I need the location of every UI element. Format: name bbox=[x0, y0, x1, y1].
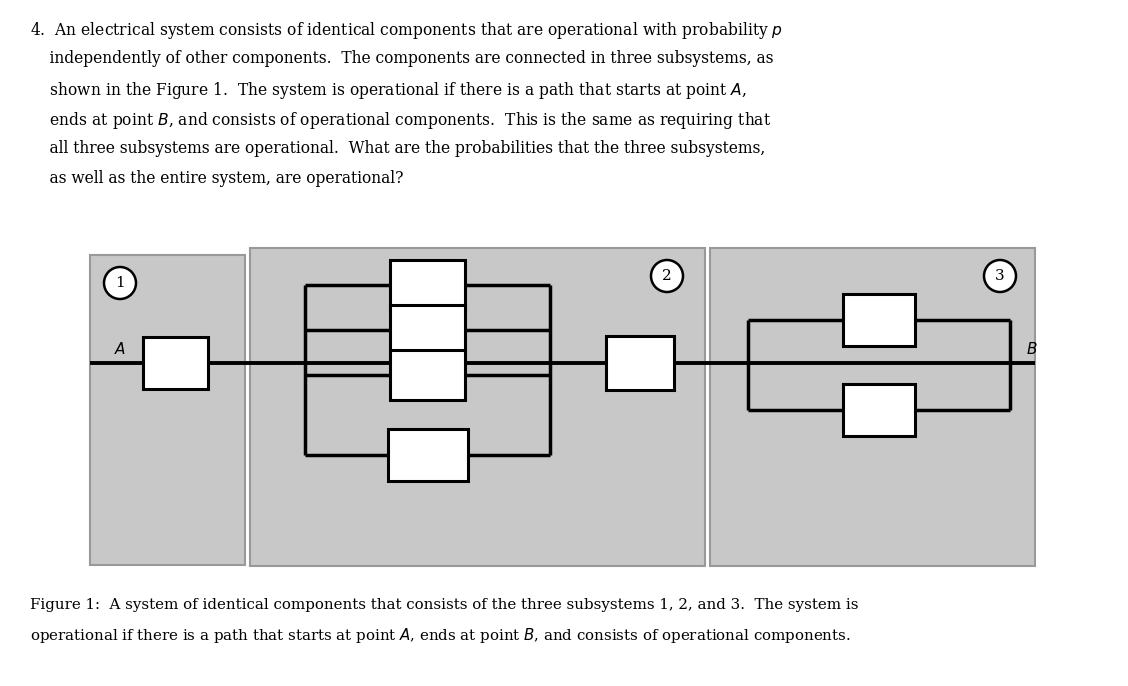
Text: as well as the entire system, are operational?: as well as the entire system, are operat… bbox=[30, 170, 404, 187]
Text: 2: 2 bbox=[662, 269, 672, 283]
Text: shown in the Figure 1.  The system is operational if there is a path that starts: shown in the Figure 1. The system is ope… bbox=[30, 80, 747, 101]
Bar bbox=[390, 305, 465, 355]
Bar bbox=[143, 337, 208, 389]
Bar bbox=[390, 350, 465, 400]
Circle shape bbox=[651, 260, 682, 292]
Bar bbox=[710, 248, 1036, 566]
Circle shape bbox=[984, 260, 1016, 292]
Bar bbox=[388, 429, 467, 481]
Text: Figure 1:  A system of identical components that consists of the three subsystem: Figure 1: A system of identical componen… bbox=[30, 598, 858, 612]
Bar bbox=[250, 248, 705, 566]
Text: 3: 3 bbox=[995, 269, 1005, 283]
Text: 1: 1 bbox=[115, 276, 125, 290]
Circle shape bbox=[104, 267, 136, 299]
Bar bbox=[606, 336, 675, 390]
Text: operational if there is a path that starts at point $A$, ends at point $B$, and : operational if there is a path that star… bbox=[30, 626, 851, 645]
Bar bbox=[390, 260, 465, 310]
Bar bbox=[90, 255, 245, 565]
Text: $A$: $A$ bbox=[114, 341, 126, 357]
Text: ends at point $B$, and consists of operational components.  This is the same as : ends at point $B$, and consists of opera… bbox=[30, 110, 772, 131]
Text: 4.  An electrical system consists of identical components that are operational w: 4. An electrical system consists of iden… bbox=[30, 20, 783, 41]
Text: all three subsystems are operational.  What are the probabilities that the three: all three subsystems are operational. Wh… bbox=[30, 140, 765, 157]
Bar bbox=[843, 294, 915, 346]
Text: independently of other components.  The components are connected in three subsys: independently of other components. The c… bbox=[30, 50, 774, 67]
Text: $B$: $B$ bbox=[1026, 341, 1038, 357]
Bar bbox=[843, 384, 915, 436]
